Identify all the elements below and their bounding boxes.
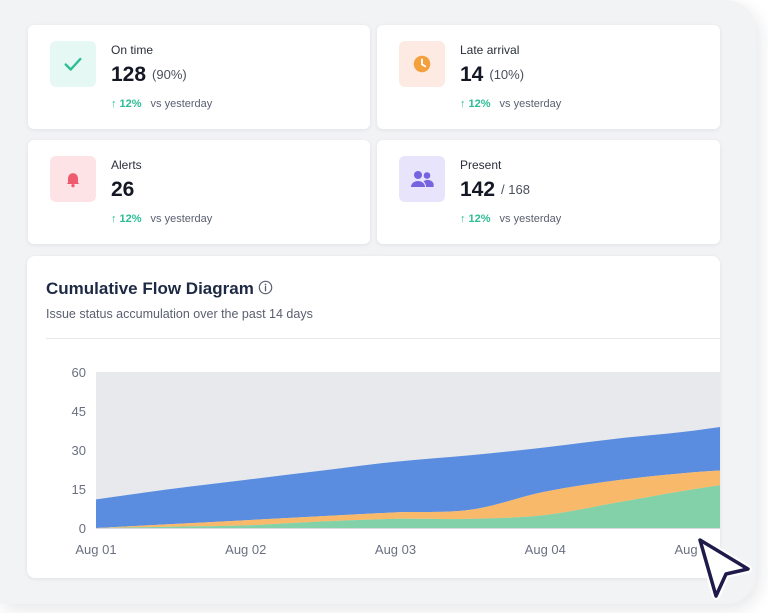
arrow-up-icon: ↑ bbox=[460, 98, 466, 110]
x-tick-label: Aug 04 bbox=[525, 542, 566, 557]
arrow-up-icon: ↑ bbox=[111, 213, 117, 225]
stat-trend: ↑ 12% vs yesterday bbox=[460, 213, 561, 225]
trend-text: vs yesterday bbox=[150, 213, 213, 225]
stat-percent: (90%) bbox=[152, 67, 187, 82]
stat-card-present[interactable]: Present 142 / 168 ↑ 12% vs yesterday bbox=[377, 140, 720, 244]
stat-count: 128 bbox=[111, 63, 147, 86]
x-tick-label: Aug 03 bbox=[375, 542, 416, 557]
trend-text: vs yesterday bbox=[499, 98, 562, 110]
area-series-1 bbox=[96, 470, 720, 528]
trend-up: ↑ 12% bbox=[111, 98, 142, 110]
chart-subtitle: Issue status accumulation over the past … bbox=[46, 307, 313, 321]
stat-value: 142 / 168 bbox=[460, 178, 530, 202]
trend-text: vs yesterday bbox=[150, 98, 213, 110]
stat-card-late-arrival[interactable]: Late arrival 14 (10%) ↑ 12% vs yesterday bbox=[377, 25, 720, 129]
arrow-up-icon: ↑ bbox=[111, 98, 117, 110]
stat-card-alerts[interactable]: Alerts 26 ↑ 12% vs yesterday bbox=[28, 140, 370, 244]
stat-trend: ↑ 12% vs yesterday bbox=[111, 98, 212, 110]
stat-icon-box bbox=[50, 156, 96, 202]
arrow-up-icon: ↑ bbox=[460, 213, 466, 225]
chart-divider bbox=[46, 338, 720, 339]
stat-card-on-time[interactable]: On time 128 (90%) ↑ 12% vs yesterday bbox=[28, 25, 370, 129]
cumulative-flow-card: Cumulative Flow Diagram Issue status acc… bbox=[27, 256, 720, 578]
stat-value: 26 bbox=[111, 178, 134, 202]
stat-count: 26 bbox=[111, 178, 135, 201]
info-icon[interactable] bbox=[258, 280, 273, 295]
y-tick-label: 15 bbox=[72, 482, 86, 497]
mouse-cursor-icon bbox=[696, 536, 752, 600]
x-tick-label: Aug 02 bbox=[225, 542, 266, 557]
x-tick-label: Aug 01 bbox=[75, 542, 116, 557]
stat-value: 128 (90%) bbox=[111, 63, 187, 87]
users-icon bbox=[411, 171, 434, 187]
y-tick-label: 60 bbox=[72, 365, 86, 380]
stat-count: 142 bbox=[460, 178, 496, 201]
stat-label: Alerts bbox=[111, 158, 142, 172]
clock-icon bbox=[413, 55, 431, 73]
chart-title: Cumulative Flow Diagram bbox=[46, 279, 254, 298]
y-tick-label: 30 bbox=[72, 443, 86, 458]
stat-icon-box bbox=[399, 41, 445, 87]
y-tick-label: 0 bbox=[79, 521, 86, 536]
bell-icon bbox=[66, 173, 80, 188]
area-series-2 bbox=[96, 427, 720, 528]
stat-percent: (10%) bbox=[489, 67, 525, 82]
stat-trend: ↑ 12% vs yesterday bbox=[460, 98, 561, 110]
area-series-group bbox=[96, 427, 720, 528]
area-series-0 bbox=[96, 485, 720, 528]
stat-icon-box bbox=[399, 156, 445, 202]
dashboard-panel: On time 128 (90%) ↑ 12% vs yesterday Late a… bbox=[0, 0, 756, 604]
stat-trend: ↑ 12% vs yesterday bbox=[111, 213, 212, 225]
stat-total: / 168 bbox=[501, 182, 530, 197]
stat-label: On time bbox=[111, 43, 154, 57]
stat-count: 14 bbox=[460, 63, 484, 86]
stat-label: Late arrival bbox=[460, 43, 520, 57]
trend-up: ↑ 12% bbox=[111, 213, 142, 225]
check-icon bbox=[64, 57, 82, 71]
y-tick-label: 45 bbox=[72, 404, 86, 419]
stat-label: Present bbox=[460, 158, 502, 172]
trend-text: vs yesterday bbox=[499, 213, 562, 225]
stat-value: 14 (10%) bbox=[460, 63, 524, 87]
trend-up: ↑ 12% bbox=[460, 98, 491, 110]
stat-icon-box bbox=[50, 41, 96, 87]
trend-up: ↑ 12% bbox=[460, 213, 491, 225]
